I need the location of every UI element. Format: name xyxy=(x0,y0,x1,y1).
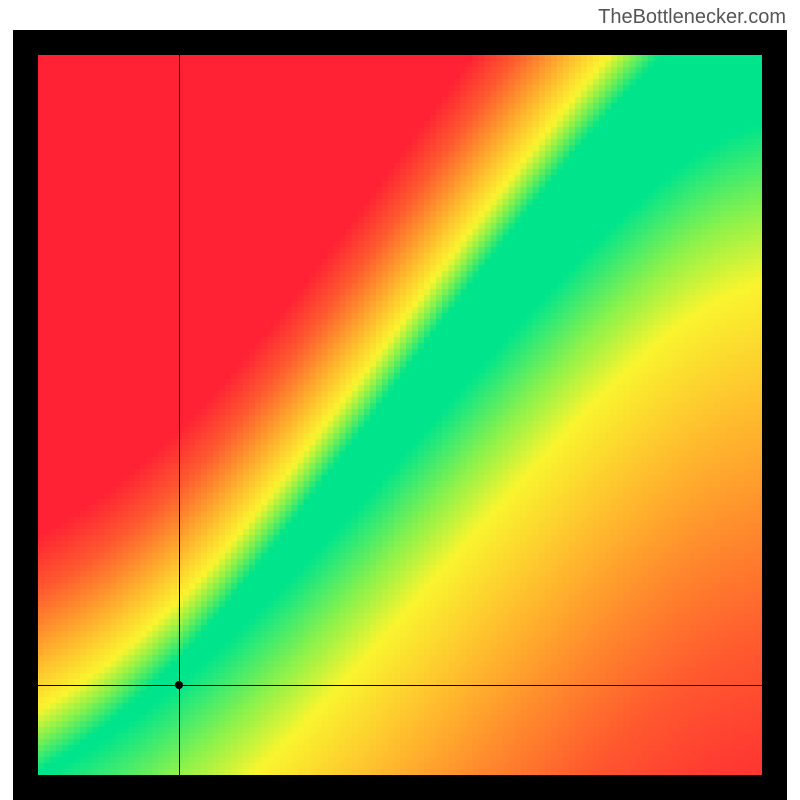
crosshair-horizontal xyxy=(38,685,762,686)
crosshair-marker xyxy=(175,681,183,689)
heatmap-canvas xyxy=(38,55,762,775)
heatmap-plot xyxy=(38,55,762,775)
attribution-text: TheBottlenecker.com xyxy=(598,6,786,29)
crosshair-vertical xyxy=(179,55,180,775)
